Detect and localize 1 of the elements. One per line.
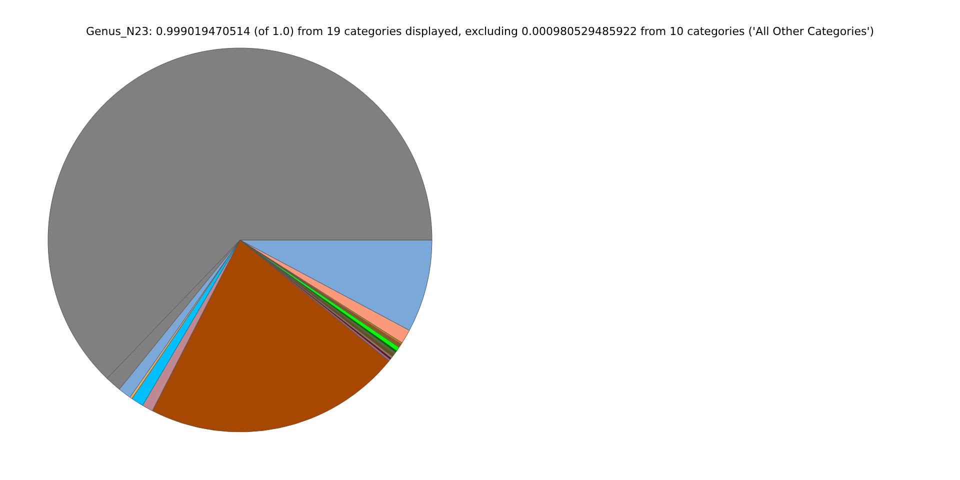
text: Genus_N23: 0.999019470514 (of 1.0) from 19 categories displayed, excluding 0.000980529485922 from 10 categories ('All Other Categories')	[86, 25, 874, 38]
